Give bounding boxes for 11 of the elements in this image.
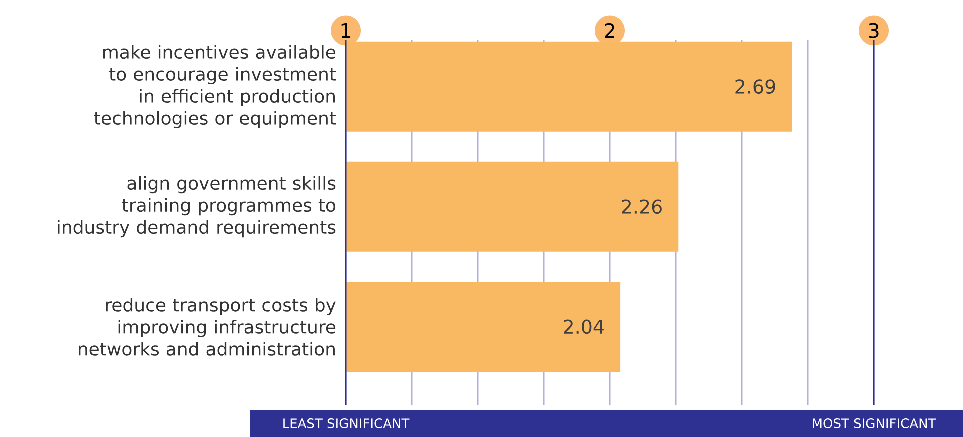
data-label: 2.04 [564, 320, 604, 334]
y-tick-label: align government skills training programmes to industry demand requirements [58, 176, 336, 238]
data-label: 2.69 [736, 80, 776, 94]
data-label: 2.26 [622, 200, 662, 214]
x-tick-label: 1 [342, 24, 351, 38]
y-tick-label: make incentives available to encourage investment in efficient production technologies or equipment [94, 45, 336, 129]
text: LEAST SIGNIFICANT [284, 418, 410, 428]
x-tick-label: 3 [869, 23, 879, 38]
text: MOST SIGNIFICANT [813, 418, 936, 428]
y-tick-label: reduce transport costs by improving infrastructure networks and administration [79, 298, 336, 356]
x-tick-label: 2 [605, 23, 614, 38]
